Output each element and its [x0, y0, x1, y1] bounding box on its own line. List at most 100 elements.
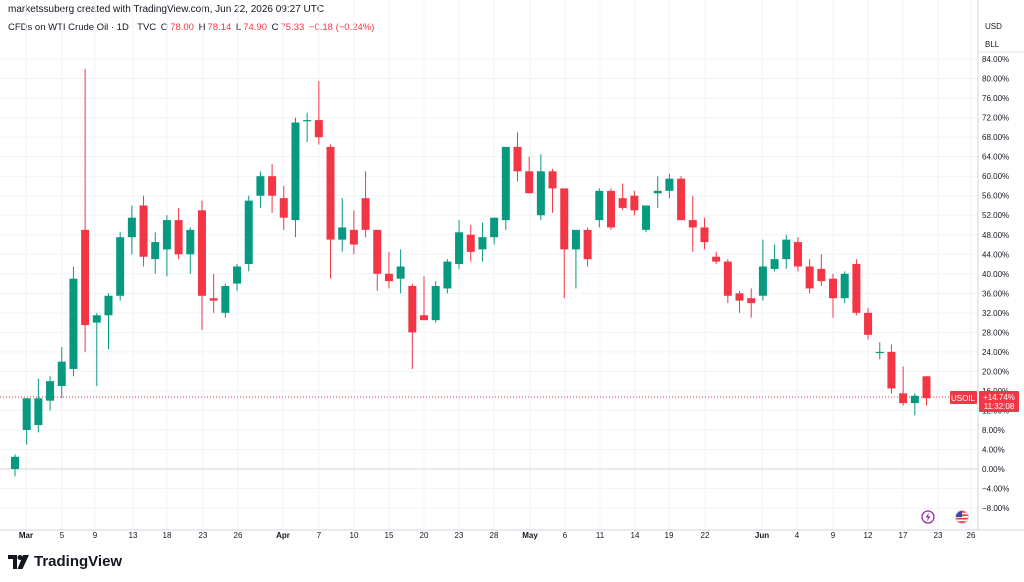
candle[interactable]: [536, 154, 545, 221]
candle[interactable]: [700, 217, 709, 250]
candle[interactable]: [268, 164, 277, 213]
candle[interactable]: [501, 146, 510, 230]
candle[interactable]: [174, 207, 183, 260]
candle[interactable]: [221, 283, 230, 318]
candle[interactable]: [642, 205, 651, 233]
candle[interactable]: [910, 393, 919, 416]
candle[interactable]: [127, 205, 136, 255]
candle[interactable]: [279, 185, 288, 230]
candle[interactable]: [420, 276, 429, 321]
candle[interactable]: [758, 239, 767, 301]
candle[interactable]: [384, 251, 393, 289]
open-label: O: [160, 22, 169, 33]
candle[interactable]: [408, 283, 417, 369]
unit-label[interactable]: BLL: [985, 40, 1000, 49]
candle[interactable]: [525, 156, 534, 194]
candle[interactable]: [34, 378, 43, 433]
candle[interactable]: [852, 259, 861, 316]
candle[interactable]: [431, 281, 440, 323]
candle[interactable]: [162, 215, 171, 277]
candle[interactable]: [548, 168, 557, 213]
candle[interactable]: [747, 288, 756, 318]
candle[interactable]: [291, 117, 300, 238]
candle[interactable]: [583, 227, 592, 267]
candle[interactable]: [770, 244, 779, 272]
candle[interactable]: [69, 266, 78, 377]
candle[interactable]: [840, 271, 849, 304]
candle-body: [69, 278, 78, 369]
candle[interactable]: [116, 232, 125, 301]
candle[interactable]: [606, 188, 615, 230]
candle-body: [525, 171, 534, 194]
candle[interactable]: [233, 264, 242, 291]
candle[interactable]: [805, 259, 814, 294]
candle[interactable]: [256, 171, 265, 208]
candle[interactable]: [887, 344, 896, 394]
candle[interactable]: [396, 249, 405, 294]
candle[interactable]: [677, 176, 686, 221]
candle-body: [349, 229, 358, 245]
candle[interactable]: [349, 210, 358, 255]
candle[interactable]: [22, 398, 31, 445]
candle[interactable]: [443, 259, 452, 294]
candle[interactable]: [595, 188, 604, 228]
candle-body: [852, 264, 861, 313]
candle[interactable]: [338, 198, 347, 252]
tradingview-brand[interactable]: TradingView: [8, 553, 122, 570]
candle[interactable]: [793, 237, 802, 272]
candle[interactable]: [46, 376, 55, 411]
candle[interactable]: [653, 176, 662, 208]
candle[interactable]: [618, 183, 627, 211]
candle[interactable]: [151, 232, 160, 274]
candle[interactable]: [513, 132, 522, 182]
candle[interactable]: [490, 217, 499, 245]
candle[interactable]: [817, 254, 826, 286]
candle[interactable]: [186, 227, 195, 274]
us-flag-icon[interactable]: [955, 510, 969, 524]
candle[interactable]: [361, 171, 370, 238]
candle[interactable]: [875, 342, 884, 360]
candle[interactable]: [560, 188, 569, 299]
time-tick-label: 14: [631, 531, 640, 540]
candle[interactable]: [326, 144, 335, 279]
candle[interactable]: [688, 195, 697, 252]
candle[interactable]: [209, 273, 218, 313]
candle-body: [665, 178, 674, 191]
candle-body: [723, 261, 732, 296]
candle[interactable]: [314, 81, 323, 145]
candle[interactable]: [455, 220, 464, 269]
candle[interactable]: [92, 312, 101, 387]
candle-body: [700, 227, 709, 243]
brand-name: TradingView: [34, 553, 123, 570]
candle[interactable]: [735, 290, 744, 313]
candle[interactable]: [712, 251, 721, 265]
candle[interactable]: [723, 259, 732, 304]
candle[interactable]: [630, 190, 639, 216]
candle[interactable]: [899, 366, 908, 406]
price-tick-label: 76.00%: [982, 94, 1009, 103]
candle[interactable]: [478, 222, 487, 262]
candle[interactable]: [104, 293, 113, 350]
candle[interactable]: [373, 229, 382, 291]
candle[interactable]: [139, 195, 148, 267]
candle[interactable]: [782, 234, 791, 269]
currency-label[interactable]: USD: [985, 22, 1002, 31]
candle[interactable]: [197, 200, 206, 330]
candle-body: [431, 286, 440, 321]
candle-body: [910, 395, 919, 404]
candle[interactable]: [57, 347, 66, 399]
flash-event-icon[interactable]: [921, 510, 935, 524]
candle[interactable]: [829, 273, 838, 318]
candle[interactable]: [864, 307, 873, 340]
price-tick-label: 36.00%: [982, 289, 1009, 298]
candle[interactable]: [665, 173, 674, 199]
candle[interactable]: [571, 229, 580, 289]
candle[interactable]: [466, 225, 475, 262]
candle[interactable]: [922, 376, 931, 406]
candle[interactable]: [244, 195, 253, 272]
candle[interactable]: [303, 112, 312, 143]
candle[interactable]: [11, 454, 19, 477]
candle[interactable]: [81, 68, 90, 352]
high-value: 78.14: [207, 22, 232, 33]
